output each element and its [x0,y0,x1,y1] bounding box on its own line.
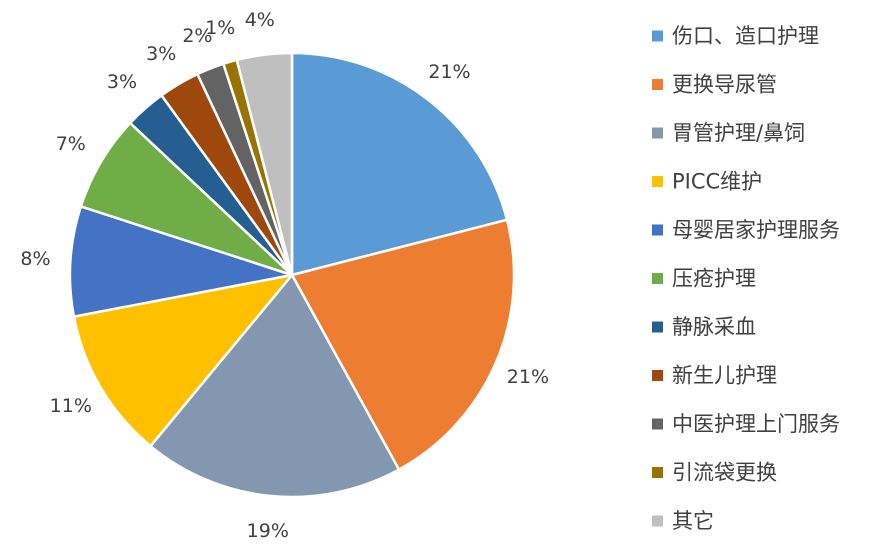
legend-label: 新生儿护理 [672,364,777,388]
percentage-labels: 21% 21% 19% 11% 8% 7% 3% 3% 2%1% 4% [20,9,549,542]
pie-slice-4 [68,205,294,318]
pie-slice-2 [149,273,401,499]
legend-item: 胃管护理/鼻饲 [652,121,805,145]
legend-swatch [652,321,663,333]
legend-item: 引流袋更换 [652,461,777,485]
slice-percentage-label: 1% [205,17,235,39]
legend-swatch [652,418,663,430]
pie-slice-3 [72,273,294,448]
legend-label: 压疮护理 [672,267,756,291]
slice-percentage-label: 21% [507,366,549,388]
legend-swatch [652,370,663,381]
legend-label: 胃管护理/鼻饲 [672,121,805,145]
legend-item: 更换导尿管 [652,73,777,97]
legend-item: PICC维护 [652,170,762,194]
legend-label: 其它 [672,509,714,533]
legend-label: 静脉采血 [672,315,756,339]
legend-label: 引流袋更换 [672,461,777,485]
pie-slice-1 [290,218,516,471]
legend-label: 中医护理上门服务 [672,412,840,436]
pie-slices [68,51,516,499]
legend-swatch [652,127,663,139]
slice-percentage-label: 11% [50,395,92,417]
legend-item: 中医护理上门服务 [652,412,840,436]
legend-item: 伤口、造口护理 [652,24,819,48]
pie-slice-10 [235,51,294,277]
slice-percentage-label: 2% [182,25,212,47]
legend-label: 母婴居家护理服务 [672,218,840,242]
legend-swatch [652,467,663,478]
legend-label: 伤口、造口护理 [672,24,819,48]
slice-percentage-label: 4% [245,9,275,31]
slice-percentage-label: 21% [428,61,470,83]
legend-swatch [652,79,663,90]
legend-swatch [652,273,663,284]
legend-item: 静脉采血 [652,315,756,339]
legend-item: 压疮护理 [652,267,756,291]
legend-swatch [652,515,663,527]
pie-slice-0 [290,51,509,277]
slice-percentage-label: 8% [20,248,50,270]
legend-item: 母婴居家护理服务 [652,218,840,242]
slice-percentage-label: 19% [247,520,289,541]
legend-label: 更换导尿管 [672,73,777,97]
legend-label: PICC维护 [672,170,762,194]
slice-percentage-label: 3% [107,71,137,93]
slice-percentage-label: 7% [56,133,86,155]
legend-item: 其它 [652,509,714,533]
slice-percentage-label: 3% [146,43,176,65]
legend-swatch [652,176,663,187]
legend-item: 新生儿护理 [652,364,777,388]
legend-swatch [652,30,663,42]
legend-swatch [652,224,663,236]
